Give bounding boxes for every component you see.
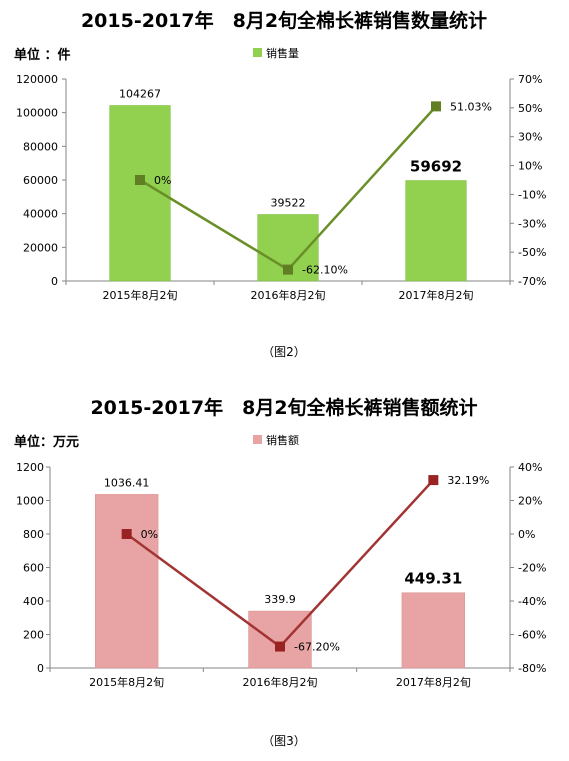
bar-value-label: 39522 xyxy=(271,196,306,209)
left-tick-label: 100000 xyxy=(16,107,58,120)
left-tick-label: 800 xyxy=(23,528,44,541)
right-tick-label: 30% xyxy=(518,131,542,144)
left-tick-label: 200 xyxy=(23,629,44,642)
left-tick-label: 120000 xyxy=(16,73,58,86)
x-category-label: 2016年8月2旬 xyxy=(243,675,318,689)
right-tick-label: 70% xyxy=(518,73,542,86)
chart1-caption: （图2） xyxy=(262,345,306,359)
growth-rate-marker xyxy=(428,475,439,486)
bar xyxy=(94,494,159,669)
bar-value-label: 1036.41 xyxy=(104,476,150,489)
left-tick-label: 0 xyxy=(37,662,44,675)
chart1-legend-swatch xyxy=(253,48,262,57)
chart2-unit-label: 单位：万元 xyxy=(14,434,79,450)
right-tick-label: -20% xyxy=(518,562,546,575)
right-tick-label: 0% xyxy=(518,528,535,541)
left-tick-label: 40000 xyxy=(23,208,58,221)
x-category-label: 2015年8月2旬 xyxy=(89,675,164,689)
growth-rate-marker xyxy=(121,529,132,539)
chart2-legend: 销售额 xyxy=(253,433,299,447)
x-category-label: 2016年8月2旬 xyxy=(251,288,326,302)
left-tick-label: 1000 xyxy=(16,495,44,508)
right-tick-label: 10% xyxy=(518,160,542,173)
chart2-caption: （图3） xyxy=(262,734,306,748)
chart1-unit-label: 单位 ：件 xyxy=(14,47,71,63)
growth-rate-label: 51.03% xyxy=(450,100,492,113)
right-tick-label: -80% xyxy=(518,662,546,675)
right-tick-label: 20% xyxy=(518,495,542,508)
right-tick-label: -60% xyxy=(518,629,546,642)
bar-value-label: 104267 xyxy=(119,87,161,100)
chart1-plot: 0 20000 40000 60000 80000 100000 120000 -70% -50… xyxy=(16,73,546,302)
chart2-legend-swatch xyxy=(253,435,262,444)
left-tick-label: 400 xyxy=(23,595,44,608)
chart2-plot: 0 200 400 600 800 1000 1200 -80% -60% -40% -20% 0% 2… xyxy=(16,461,546,689)
bar xyxy=(401,592,466,669)
x-category-label: 2017年8月2旬 xyxy=(399,288,474,302)
bar xyxy=(248,610,312,669)
right-tick-label: -10% xyxy=(518,188,546,201)
left-tick-label: 600 xyxy=(23,562,44,575)
growth-rate-marker xyxy=(275,641,285,652)
chart1-legend: 销售量 xyxy=(253,46,299,60)
growth-rate-label: -62.10% xyxy=(302,264,348,277)
growth-rate-label: 0% xyxy=(154,174,171,187)
growth-rate-marker xyxy=(431,101,441,112)
bar-value-label: 449.31 xyxy=(404,570,462,588)
growth-rate-label: -67.20% xyxy=(294,641,340,654)
bar-value-label: 59692 xyxy=(410,158,462,176)
x-category-label: 2015年8月2旬 xyxy=(103,288,178,302)
left-tick-label: 1200 xyxy=(16,461,44,474)
growth-rate-marker xyxy=(135,175,145,185)
left-tick-label: 20000 xyxy=(23,241,58,254)
right-tick-label: 40% xyxy=(518,461,542,474)
bar-value-label: 339.9 xyxy=(264,593,296,606)
chart2-title: 2015-2017年 8月2旬全棉长裤销售额统计 xyxy=(90,396,477,419)
right-tick-label: 50% xyxy=(518,102,542,115)
growth-rate-label: 0% xyxy=(141,528,158,541)
left-tick-label: 0 xyxy=(51,275,58,288)
chart2-legend-label: 销售额 xyxy=(266,433,299,447)
growth-rate-marker xyxy=(283,264,293,275)
right-tick-label: -50% xyxy=(518,246,546,259)
growth-rate-label: 32.19% xyxy=(447,474,489,487)
x-category-label: 2017年8月2旬 xyxy=(396,675,471,689)
bar xyxy=(405,180,467,282)
chart1-legend-label: 销售量 xyxy=(266,46,299,60)
right-tick-label: -40% xyxy=(518,595,546,608)
right-tick-label: -30% xyxy=(518,217,546,230)
left-tick-label: 80000 xyxy=(23,140,58,153)
left-tick-label: 60000 xyxy=(23,174,58,187)
right-tick-label: -70% xyxy=(518,275,546,288)
chart1-title: 2015-2017年 8月2旬全棉长裤销售数量统计 xyxy=(81,9,487,32)
